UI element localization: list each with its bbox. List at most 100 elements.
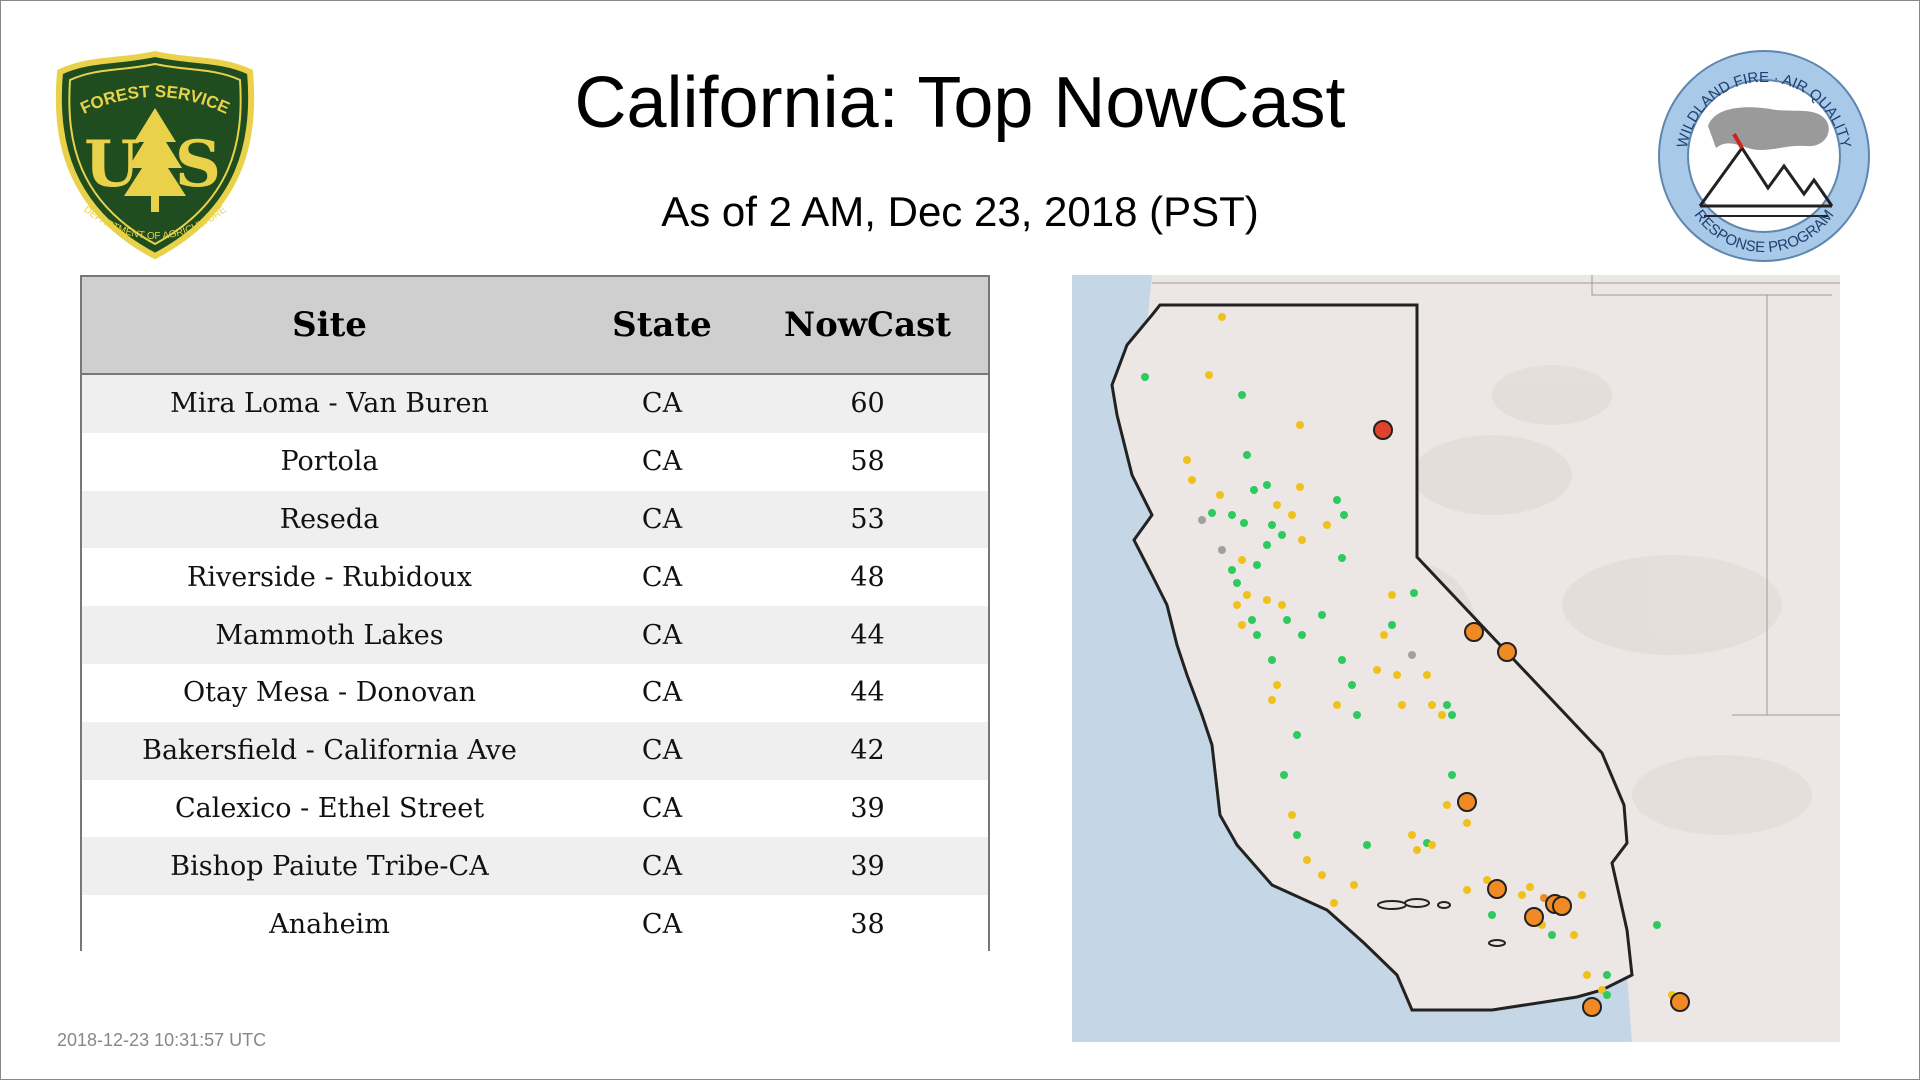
monitor-marker-moderate [1188,476,1196,484]
monitor-marker-moderate [1296,421,1304,429]
monitor-marker-good [1603,991,1611,999]
state-boundary-idaho [1591,275,1832,296]
monitor-marker-moderate [1233,601,1241,609]
table-row: Mammoth Lakes CA 44 [82,606,988,664]
california-outline [1110,303,1634,1012]
nowcast-cell: 48 [747,548,988,607]
monitor-marker-good [1448,711,1456,719]
monitor-marker-good [1248,616,1256,624]
monitor-marker-moderate [1263,596,1271,604]
monitor-marker-good [1250,486,1258,494]
state-cell: CA [577,606,747,664]
monitor-markers [1141,313,1690,1017]
state-cell: CA [577,837,747,896]
monitor-marker-good [1280,771,1288,779]
monitor-marker-moderate [1526,883,1534,891]
monitor-marker-good [1208,509,1216,517]
nowcast-cell: 39 [747,779,988,838]
monitor-marker-moderate [1278,601,1286,609]
monitor-marker-good [1263,481,1271,489]
monitor-marker-good [1298,631,1306,639]
column-header-state: State [577,277,747,375]
monitor-marker-moderate [1463,819,1471,827]
column-header-site: Site [82,277,577,375]
table-row: Calexico - Ethel Street CA 39 [82,779,988,838]
render-timestamp: 2018-12-23 10:31:57 UTC [57,1030,267,1050]
table-row: Mira Loma - Van Buren CA 60 [82,374,988,433]
table-row: Reseda CA 53 [82,490,988,549]
monitor-marker-good [1333,496,1341,504]
monitor-marker-good [1263,541,1271,549]
monitor-marker-nodata [1198,516,1206,524]
monitor-marker-moderate [1463,886,1471,894]
channel-islands [1377,898,1506,947]
table-row: Riverside - Rubidoux CA 48 [82,548,988,607]
monitor-marker-moderate [1288,511,1296,519]
state-cell: CA [577,895,747,953]
table-header-row: Site State NowCast [82,277,988,375]
monitor-marker-good [1318,611,1326,619]
monitor-marker-good [1363,841,1371,849]
monitor-marker-moderate [1333,701,1341,709]
top-site-marker [1373,420,1393,440]
monitor-marker-good [1268,656,1276,664]
monitor-marker-good [1293,731,1301,739]
table-row: Otay Mesa - Donovan CA 44 [82,663,988,722]
monitor-marker-good [1240,519,1248,527]
monitor-marker-moderate [1273,501,1281,509]
monitor-marker-good [1283,616,1291,624]
table-row: Anaheim CA 38 [82,895,988,953]
monitor-marker-moderate [1388,591,1396,599]
state-cell: CA [577,548,747,607]
state-cell: CA [577,663,747,722]
monitor-marker-good [1278,531,1286,539]
monitor-marker-good [1243,451,1251,459]
monitor-marker-moderate [1218,313,1226,321]
table-row: Bakersfield - California Ave CA 42 [82,721,988,780]
site-cell: Portola [82,432,577,491]
monitor-marker-good [1228,511,1236,519]
forest-service-logo: U S FOREST SERVICE DEPARTMENT OF AGRICUL… [50,50,260,260]
top-site-marker [1497,642,1517,662]
monitor-marker-moderate [1268,696,1276,704]
nowcast-cell: 44 [747,606,988,664]
nowcast-cell: 53 [747,490,988,549]
nowcast-cell: 44 [747,663,988,722]
state-cell: CA [577,779,747,838]
monitor-marker-moderate [1298,536,1306,544]
monitor-marker-good [1548,931,1556,939]
monitor-marker-moderate [1428,841,1436,849]
monitor-marker-moderate [1598,986,1606,994]
monitor-marker-moderate [1238,556,1246,564]
logo-letter-u: U [84,127,140,202]
monitor-marker-moderate [1183,456,1191,464]
monitor-marker-moderate [1296,483,1304,491]
monitor-marker-good [1603,971,1611,979]
monitor-marker-good [1488,911,1496,919]
monitor-marker-good [1293,831,1301,839]
monitor-marker-moderate [1216,491,1224,499]
monitor-marker-moderate [1350,881,1358,889]
monitor-marker-good [1228,566,1236,574]
monitor-marker-moderate [1438,711,1446,719]
table-row: Bishop Paiute Tribe-CA CA 39 [82,837,988,896]
monitor-marker-moderate [1393,671,1401,679]
monitor-marker-moderate [1518,891,1526,899]
nowcast-cell: 38 [747,895,988,953]
monitor-marker-good [1443,701,1451,709]
table-row: Portola CA 58 [82,432,988,491]
top-site-marker [1582,997,1602,1017]
site-cell: Bakersfield - California Ave [82,721,577,780]
page-title: California: Top NowCast [574,63,1346,143]
top-site-marker [1457,792,1477,812]
state-cell: CA [577,490,747,549]
monitor-marker-moderate [1483,876,1491,884]
monitor-marker-moderate [1303,856,1311,864]
site-cell: Mira Loma - Van Buren [82,374,577,433]
site-cell: Mammoth Lakes [82,606,577,664]
monitor-marker-good [1353,711,1361,719]
monitor-marker-good [1348,681,1356,689]
state-cell: CA [577,432,747,491]
monitor-marker-moderate [1205,371,1213,379]
site-cell: Riverside - Rubidoux [82,548,577,607]
